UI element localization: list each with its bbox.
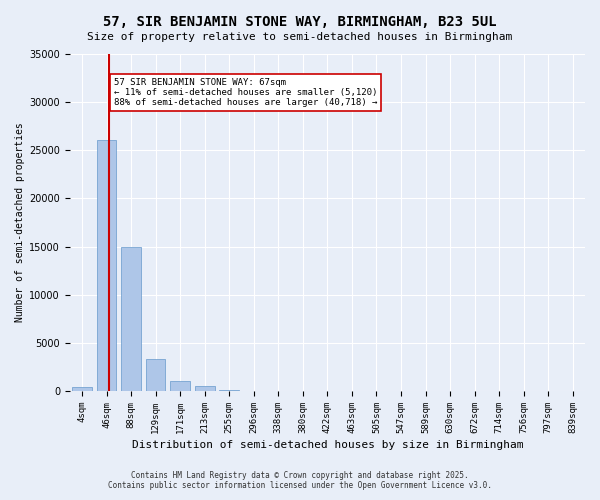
Bar [195, 386, 215, 391]
Bar [146, 360, 166, 391]
Bar [97, 140, 116, 391]
Bar [170, 382, 190, 391]
Text: Contains HM Land Registry data © Crown copyright and database right 2025.
Contai: Contains HM Land Registry data © Crown c… [108, 470, 492, 490]
Bar [220, 390, 239, 391]
Text: 57, SIR BENJAMIN STONE WAY, BIRMINGHAM, B23 5UL: 57, SIR BENJAMIN STONE WAY, BIRMINGHAM, … [103, 15, 497, 29]
Bar [72, 387, 92, 391]
Text: 57 SIR BENJAMIN STONE WAY: 67sqm
← 11% of semi-detached houses are smaller (5,12: 57 SIR BENJAMIN STONE WAY: 67sqm ← 11% o… [114, 78, 377, 108]
X-axis label: Distribution of semi-detached houses by size in Birmingham: Distribution of semi-detached houses by … [131, 440, 523, 450]
Bar [121, 246, 141, 391]
Y-axis label: Number of semi-detached properties: Number of semi-detached properties [15, 122, 25, 322]
Text: Size of property relative to semi-detached houses in Birmingham: Size of property relative to semi-detach… [88, 32, 512, 42]
